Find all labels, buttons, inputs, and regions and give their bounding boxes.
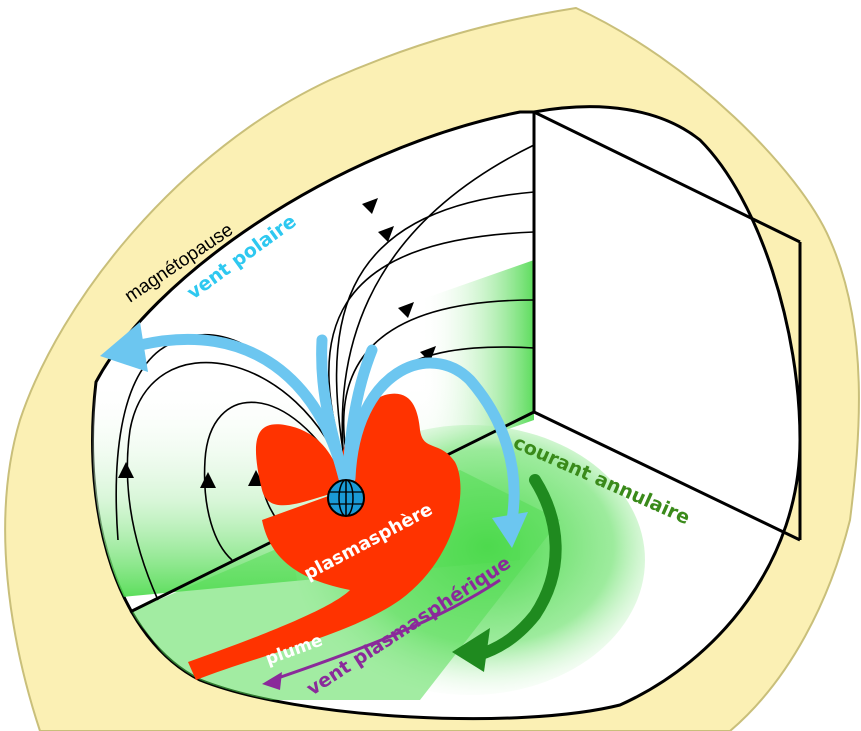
polar-wind-arrowhead-right — [492, 512, 528, 548]
field-line-arrows — [118, 198, 436, 488]
field-arrow-4 — [420, 346, 436, 362]
field-arrow-6 — [200, 472, 216, 488]
field-arrow-5 — [118, 462, 134, 478]
field-arrow-1 — [362, 198, 378, 214]
polar-wind-arrowhead-left — [100, 322, 148, 372]
field-arrow-3 — [398, 302, 414, 318]
polar-wind — [134, 333, 520, 526]
ring-current-arrowhead — [452, 628, 490, 672]
earth-globe-icon — [327, 479, 365, 517]
ring-current-arrow — [472, 474, 562, 661]
plasmaspheric-wind-arrow — [271, 578, 501, 682]
field-arrow-7 — [248, 470, 264, 486]
plasmaspheric-wind-arrowhead — [262, 672, 282, 690]
field-arrow-2 — [378, 226, 394, 242]
plasmasphere-region — [188, 393, 461, 680]
